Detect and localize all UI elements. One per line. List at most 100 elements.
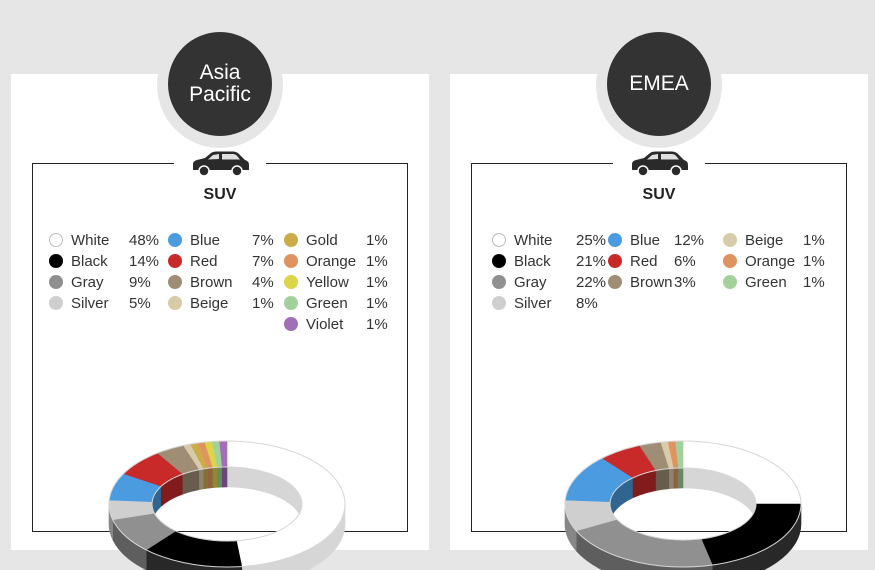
donut-inner-wall-green <box>217 466 223 488</box>
legend-swatch <box>284 275 298 289</box>
legend-swatch <box>168 296 182 310</box>
legend-value: 25% <box>576 231 607 249</box>
legend-swatch <box>608 275 622 289</box>
legend-value: 14% <box>129 252 160 270</box>
legend-value: 1% <box>803 273 825 291</box>
legend-label: Gray <box>514 273 547 291</box>
legend-item-violet: Violet 1% <box>284 314 388 334</box>
suv-car-icon <box>193 151 249 177</box>
chart-frame: SUV White 25% Black 21% Gray 22% Silver 8% Blue 1… <box>471 151 847 570</box>
legend-label: Yellow <box>306 273 349 291</box>
legend-value: 6% <box>674 252 696 270</box>
legend-item-white: White 48% <box>49 230 159 250</box>
region-badge: Asia Pacific <box>168 32 272 136</box>
legend-label: Red <box>630 252 658 270</box>
legend-label: Green <box>745 273 787 291</box>
legend-item-gray: Gray 9% <box>49 272 151 292</box>
donut-inner-wall-green <box>678 467 684 489</box>
legend-item-white: White 25% <box>492 230 606 250</box>
legend-swatch <box>492 233 506 247</box>
legend-label: White <box>71 231 110 249</box>
legend-label: Red <box>190 252 218 270</box>
legend-value: 1% <box>366 252 388 270</box>
legend-swatch <box>492 254 506 268</box>
legend-value: 5% <box>129 294 151 312</box>
donut-inner-wall-orange <box>673 467 679 489</box>
legend-label: Black <box>71 252 108 270</box>
legend-swatch <box>723 233 737 247</box>
donut-hole-outline <box>151 466 303 542</box>
legend-item-brown: Brown 4% <box>168 272 274 292</box>
donut-outline <box>564 440 802 568</box>
legend-label: Blue <box>630 231 661 249</box>
legend-item-gold: Gold 1% <box>284 230 388 250</box>
legend-label: Orange <box>306 252 357 270</box>
legend-item-brown: Brown 3% <box>608 272 696 292</box>
legend-value: 1% <box>366 294 388 312</box>
donut-chart <box>564 440 802 570</box>
legend-swatch <box>492 296 506 310</box>
legend-label: Blue <box>190 231 221 249</box>
legend-value: 9% <box>129 273 151 291</box>
donut-inner-wall-beige <box>669 467 675 489</box>
legend-label: Silver <box>71 294 109 312</box>
donut-inner-wall-yellow <box>212 466 218 488</box>
legend-label: Gray <box>71 273 104 291</box>
legend-value: 21% <box>576 252 607 270</box>
legend-value: 22% <box>576 273 607 291</box>
legend-item-silver: Silver 5% <box>49 293 151 313</box>
legend-swatch <box>49 233 63 247</box>
legend-label: Black <box>514 252 551 270</box>
donut-inner-wall-beige <box>199 468 205 490</box>
legend-value: 7% <box>252 252 274 270</box>
legend-item-silver: Silver 8% <box>492 293 598 313</box>
legend-swatch <box>608 254 622 268</box>
legend-swatch <box>723 254 737 268</box>
legend-item-blue: Blue 12% <box>608 230 704 250</box>
legend-swatch <box>284 317 298 331</box>
legend-swatch <box>168 254 182 268</box>
legend-swatch <box>284 233 298 247</box>
legend-item-orange: Orange 1% <box>723 251 825 271</box>
legend-item-red: Red 7% <box>168 251 274 271</box>
legend-value: 1% <box>366 231 388 249</box>
legend-swatch <box>49 254 63 268</box>
legend-value: 1% <box>252 294 274 312</box>
legend-label: Gold <box>306 231 338 249</box>
legend-swatch <box>284 296 298 310</box>
legend-item-blue: Blue 7% <box>168 230 274 250</box>
legend-label: Beige <box>190 294 229 312</box>
legend-value: 8% <box>576 294 598 312</box>
chart-subtitle: SUV <box>642 186 676 203</box>
legend-label: White <box>514 231 553 249</box>
donut-inner-wall-gold <box>203 467 209 490</box>
legend-item-red: Red 6% <box>608 251 696 271</box>
region-badge: EMEA <box>607 32 711 136</box>
legend-value: 3% <box>674 273 696 291</box>
suv-car-icon <box>632 151 688 177</box>
donut-inner-wall-violet <box>221 466 228 488</box>
legend-label: Beige <box>745 231 784 249</box>
legend-swatch <box>608 233 622 247</box>
legend-swatch <box>168 275 182 289</box>
legend-value: 1% <box>803 252 825 270</box>
legend-value: 1% <box>803 231 825 249</box>
legend-swatch <box>284 254 298 268</box>
chart-subtitle: SUV <box>203 186 237 203</box>
donut-inner-wall-orange <box>208 467 214 489</box>
legend-label: Green <box>306 294 348 312</box>
legend-label: Orange <box>745 252 796 270</box>
legend-item-black: Black 14% <box>49 251 159 271</box>
donut-outline <box>108 440 346 568</box>
legend-label: Brown <box>630 273 673 291</box>
legend-value: 4% <box>252 273 274 291</box>
legend-swatch <box>49 296 63 310</box>
legend-swatch <box>168 233 182 247</box>
legend-item-orange: Orange 1% <box>284 251 388 271</box>
legend-swatch <box>492 275 506 289</box>
legend-label: Brown <box>190 273 233 291</box>
legend-item-beige: Beige 1% <box>168 293 274 313</box>
chart-panel-asia-pacific: Asia Pacific SUV White 48% Black 14% Gray 9% S… <box>11 22 429 570</box>
legend-value: 48% <box>129 231 160 249</box>
legend-value: 1% <box>366 273 388 291</box>
